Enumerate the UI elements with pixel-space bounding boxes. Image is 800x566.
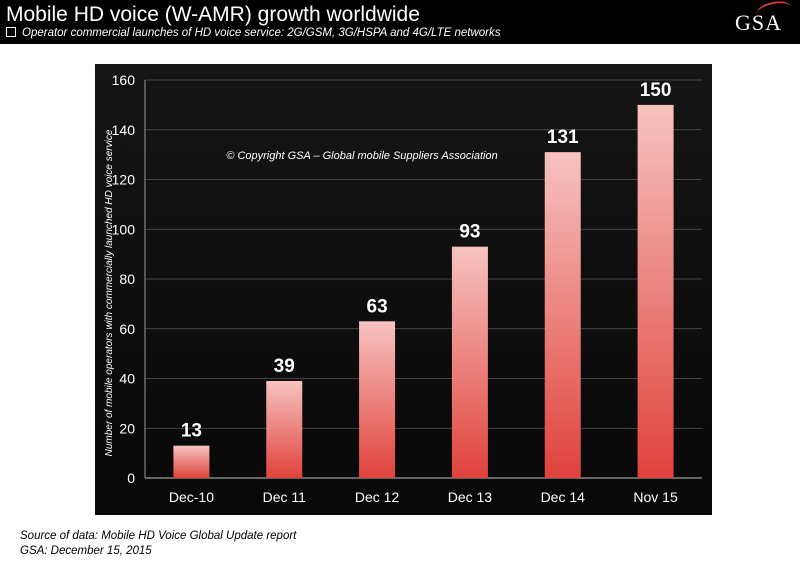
data-label: 150 [640,80,672,101]
page-title: Mobile HD voice (W-AMR) growth worldwide [6,3,420,26]
data-label: 39 [274,356,295,377]
y-tick-label: 60 [119,321,135,337]
gsa-logo: GSA [734,10,782,35]
logo-swoosh-icon [754,0,794,24]
x-axis-ticks: Dec-10 Dec 11 Dec 12 Dec 13 Dec 14 Nov 15 [169,489,678,505]
source-note: Source of data: Mobile HD Voice Global U… [20,529,296,559]
y-tick-label: 100 [112,221,136,237]
data-label: 93 [459,222,480,243]
y-tick-label: 0 [127,470,135,486]
y-tick-label: 160 [112,72,136,88]
bar [266,380,303,478]
bar [637,104,674,478]
copyright-annotation: © Copyright GSA – Global mobile Supplier… [226,150,497,162]
y-tick-label: 140 [112,122,136,138]
data-label: 131 [547,127,579,148]
page-subtitle: Operator commercial launches of HD voice… [6,27,501,39]
source-line: Source of data: Mobile HD Voice Global U… [20,530,297,542]
chart-container: 13 39 63 93 131 150 Dec-10 Dec 11 Dec 12 Dec 13 D… [0,44,800,524]
y-tick-label: 20 [119,420,135,436]
x-tick-label: Dec 11 [263,489,307,505]
checkbox-bullet-icon [6,27,16,37]
bar [544,152,581,478]
x-tick-label: Dec 12 [355,489,400,505]
data-label: 63 [367,296,388,317]
bar [359,321,396,478]
data-labels: 13 39 63 93 131 150 [181,80,672,442]
header-bar: Mobile HD voice (W-AMR) growth worldwide… [0,0,800,44]
gridlines [144,79,702,479]
y-axis-ticks: 0 20 40 60 80 100 120 140 160 [112,72,136,486]
bar [451,246,488,478]
y-tick-label: 120 [112,172,136,188]
x-tick-label: Dec-10 [169,489,214,505]
date-line: GSA: December 15, 2015 [20,545,152,557]
chart-background [95,64,712,515]
data-label: 13 [181,421,202,442]
x-tick-label: Nov 15 [633,489,678,505]
x-tick-label: Dec 14 [541,489,586,505]
subtitle-text: Operator commercial launches of HD voice… [22,27,501,39]
bars [173,104,674,478]
y-tick-label: 80 [119,271,135,287]
y-tick-label: 40 [119,371,135,387]
y-axis-label: Number of mobile operators with commerci… [104,129,115,456]
bar [173,445,210,478]
x-tick-label: Dec 13 [448,489,493,505]
